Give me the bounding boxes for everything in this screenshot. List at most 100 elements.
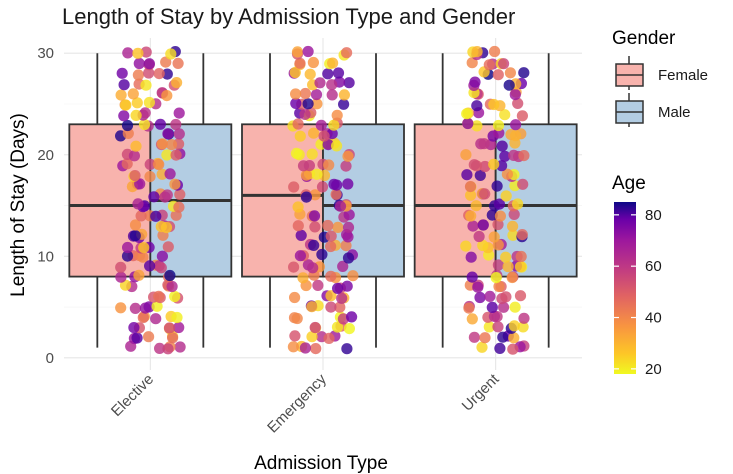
data-point — [492, 321, 504, 333]
data-point — [465, 210, 477, 222]
data-point — [156, 168, 168, 180]
data-point — [143, 58, 155, 70]
data-point — [291, 312, 303, 325]
data-point — [496, 140, 508, 152]
data-point — [121, 119, 134, 132]
data-point — [132, 69, 144, 81]
data-point — [474, 169, 486, 181]
box-female-urgent — [413, 123, 497, 278]
data-point — [148, 191, 160, 203]
data-point — [312, 279, 324, 291]
data-point — [122, 47, 134, 59]
data-point — [492, 69, 504, 81]
data-point — [115, 261, 127, 273]
data-point — [134, 178, 146, 190]
data-point — [343, 77, 355, 89]
data-point — [299, 342, 311, 354]
data-point — [332, 221, 344, 233]
data-point — [479, 332, 491, 344]
data-point — [289, 330, 301, 342]
x-axis-title: Admission Type — [254, 453, 388, 474]
y-tick-label: 20 — [37, 147, 54, 164]
data-point — [500, 251, 512, 263]
data-point — [143, 67, 155, 79]
data-point — [325, 240, 337, 253]
data-point — [323, 159, 335, 171]
data-point — [137, 251, 149, 263]
legend-label-female: Female — [658, 67, 708, 84]
data-point — [160, 221, 173, 234]
data-point — [306, 301, 318, 313]
data-point — [131, 332, 143, 344]
data-point — [503, 79, 515, 91]
data-point — [486, 301, 498, 313]
colorbar-label: 80 — [645, 207, 662, 224]
data-point — [493, 280, 505, 293]
data-point — [500, 190, 512, 202]
data-point — [143, 301, 155, 313]
data-point — [331, 109, 343, 121]
data-point — [334, 200, 347, 212]
data-point — [477, 239, 489, 252]
data-point — [325, 301, 337, 313]
data-point — [132, 47, 144, 59]
data-point — [471, 100, 483, 112]
data-point — [306, 148, 318, 160]
data-point — [165, 139, 178, 151]
data-point — [161, 149, 173, 161]
data-point — [506, 271, 518, 284]
data-point — [130, 109, 142, 121]
data-point — [502, 261, 514, 273]
data-point — [308, 239, 320, 251]
data-point — [512, 97, 524, 109]
data-point — [170, 149, 182, 161]
data-point — [518, 150, 530, 162]
data-point — [493, 198, 505, 210]
data-point — [498, 58, 510, 70]
data-point — [343, 323, 355, 335]
data-point — [173, 107, 185, 119]
data-point — [517, 178, 529, 190]
data-point — [309, 221, 321, 233]
data-point — [299, 108, 311, 120]
data-point — [341, 343, 353, 355]
data-point — [154, 118, 166, 130]
y-tick-label: 30 — [37, 45, 54, 62]
data-point — [331, 140, 343, 152]
data-point — [138, 118, 151, 131]
data-point — [290, 88, 302, 100]
data-point — [174, 341, 186, 353]
data-point — [318, 130, 330, 142]
data-point — [325, 270, 337, 282]
data-point — [518, 67, 530, 79]
y-axis-title: Length of Stay (Days) — [8, 113, 29, 297]
data-point — [287, 341, 299, 353]
data-point — [131, 97, 143, 109]
data-point — [471, 120, 483, 132]
data-point — [156, 250, 168, 262]
data-point — [132, 198, 144, 210]
data-point — [163, 322, 176, 334]
data-point — [347, 270, 359, 282]
data-point — [302, 45, 314, 58]
colorbar-label: 20 — [645, 361, 662, 378]
data-point — [488, 158, 500, 170]
colorbar-label: 60 — [645, 258, 662, 275]
data-point — [508, 320, 520, 332]
data-point — [291, 46, 304, 58]
data-point — [337, 260, 349, 272]
data-point — [472, 281, 484, 293]
data-point — [340, 240, 352, 252]
data-point — [156, 138, 168, 150]
data-point — [121, 250, 134, 262]
y-tick-label: 10 — [37, 248, 54, 265]
data-point — [516, 229, 528, 241]
data-point — [150, 313, 162, 325]
data-point — [115, 302, 127, 314]
data-point — [155, 262, 167, 274]
data-point — [489, 45, 501, 58]
data-point — [342, 231, 354, 243]
data-point — [294, 130, 306, 142]
data-point — [304, 68, 316, 80]
